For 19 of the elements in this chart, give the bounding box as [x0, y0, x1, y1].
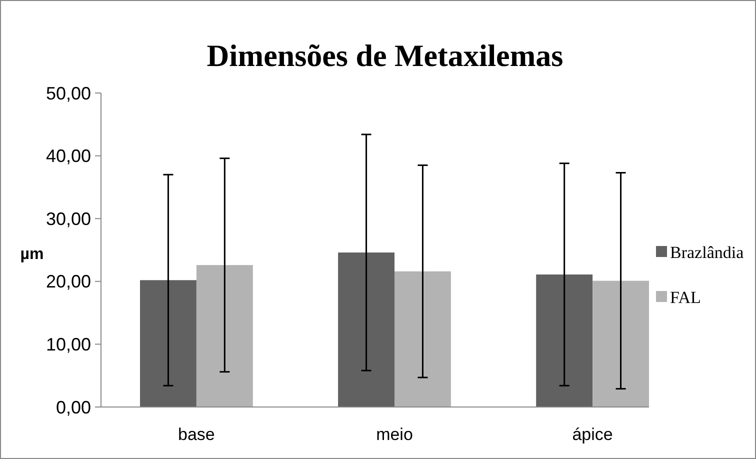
x-tick-label: ápice — [572, 425, 613, 444]
y-tick-label: 0,00 — [56, 397, 91, 418]
bar — [196, 265, 253, 407]
chart-title: Dimensões de Metaxilemas — [206, 38, 564, 73]
legend-label: Brazlândia — [670, 242, 744, 262]
bar — [140, 280, 196, 407]
y-tick-label: 30,00 — [46, 208, 91, 229]
y-tick-label: 50,00 — [46, 83, 91, 104]
legend-label: FAL — [670, 288, 701, 307]
y-axis-title: µm — [20, 246, 44, 263]
bar — [394, 271, 451, 407]
y-tick-label: 20,00 — [46, 272, 91, 292]
bar — [338, 252, 394, 407]
x-tick-label: meio — [376, 425, 413, 444]
y-tick-label: 40,00 — [46, 146, 91, 166]
x-tick-label: base — [178, 425, 215, 444]
bar — [536, 274, 593, 407]
y-tick-label: 10,00 — [46, 334, 91, 354]
bar — [592, 280, 649, 407]
